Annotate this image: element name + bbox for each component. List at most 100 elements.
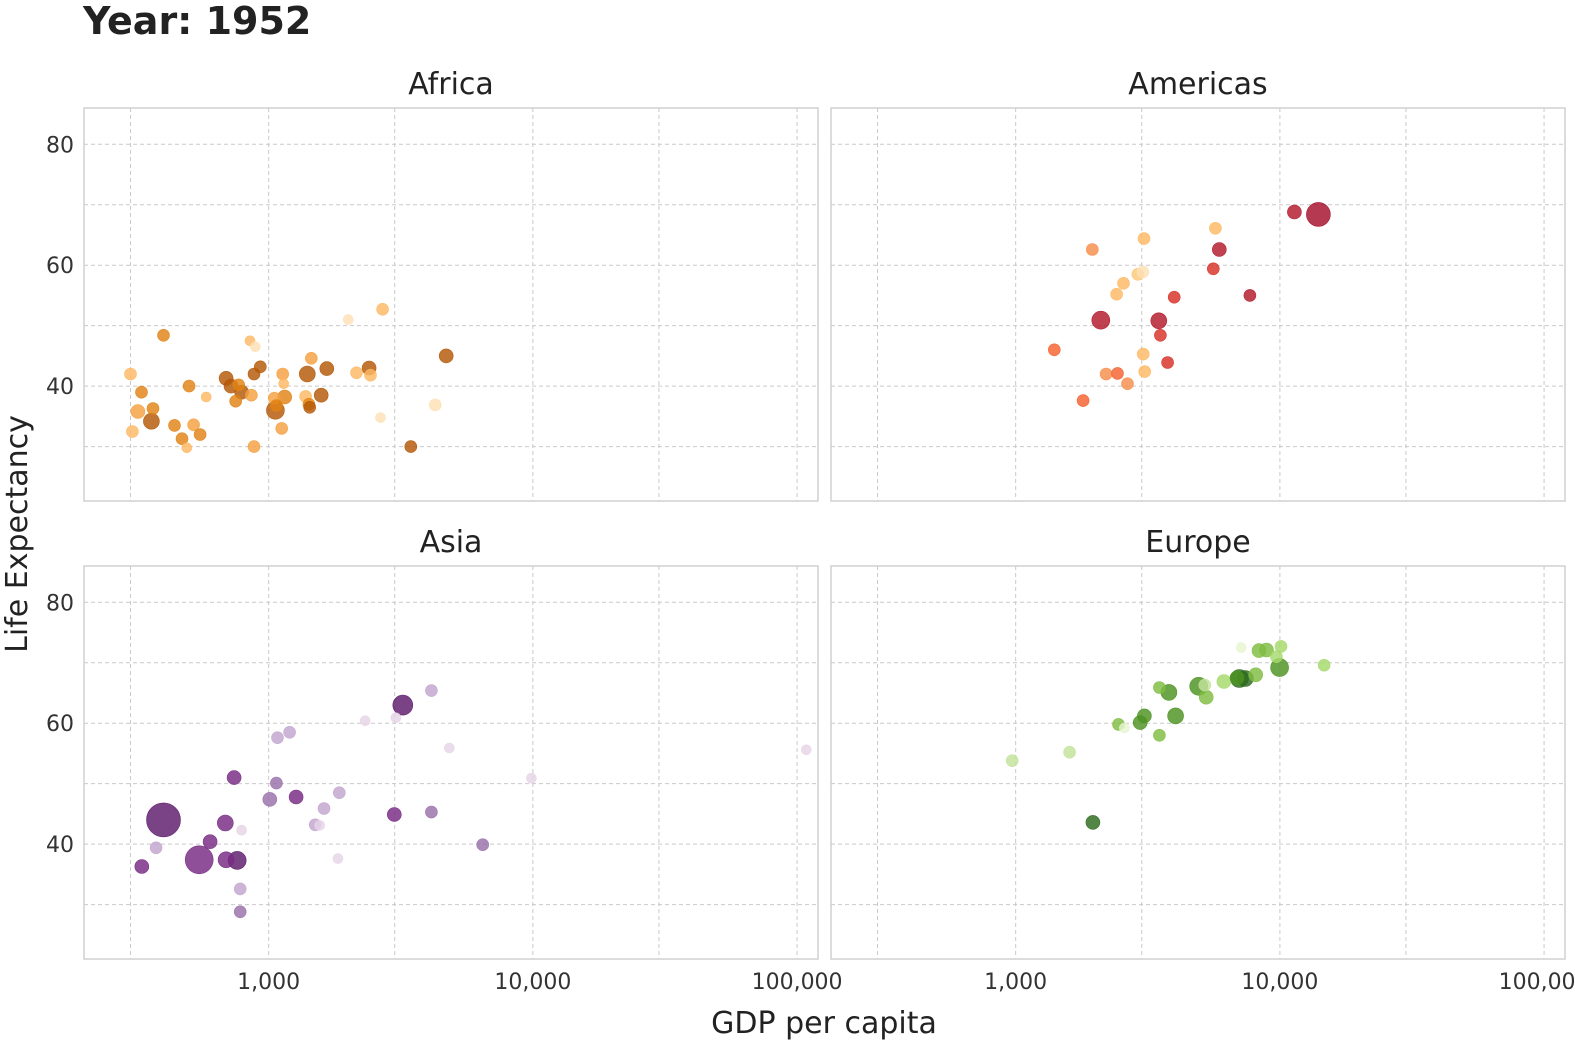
data-point <box>233 882 247 896</box>
panel-title-africa: Africa <box>408 67 494 102</box>
data-point <box>1167 707 1184 725</box>
data-point <box>314 820 326 831</box>
chart-title: Year: 1952 <box>82 0 311 43</box>
data-point <box>157 328 170 342</box>
data-point <box>444 742 455 754</box>
panel-asia: Asia 40 60 80 1,000 10,000 100,000 <box>46 525 843 995</box>
data-point <box>146 802 181 838</box>
data-point <box>193 428 207 441</box>
data-point <box>304 351 318 365</box>
data-point <box>319 361 335 376</box>
y-tick-label: 80 <box>46 133 74 158</box>
data-point <box>313 387 329 403</box>
data-point <box>1317 658 1331 672</box>
data-point <box>800 744 812 756</box>
x-tick-label: 100,000 <box>752 970 843 995</box>
data-point <box>1048 343 1061 357</box>
data-point <box>1161 356 1174 369</box>
data-point <box>270 776 283 790</box>
data-point <box>359 715 371 727</box>
data-point <box>298 365 316 383</box>
data-point <box>236 824 247 836</box>
data-point <box>376 302 389 316</box>
points-africa <box>124 302 454 454</box>
y-axis-title: Life Expectancy <box>0 415 35 653</box>
y-tick-label: 80 <box>46 591 74 616</box>
x-tick-label: 1,000 <box>984 970 1047 995</box>
panel-title-asia: Asia <box>420 525 483 560</box>
data-point <box>271 731 284 745</box>
y-tick-label: 60 <box>46 254 74 279</box>
data-point <box>332 853 344 864</box>
panels-layer: Africa 40 60 80 Americas Asia 40 60 80 1,000 10,00… <box>46 67 1575 995</box>
data-point <box>1229 670 1245 686</box>
data-point <box>146 402 160 415</box>
data-point <box>526 772 537 784</box>
data-point <box>1216 674 1232 689</box>
data-point <box>1086 243 1099 256</box>
data-point <box>438 348 454 364</box>
y-tick-label: 60 <box>46 712 74 737</box>
gridlines-americas <box>831 108 1565 501</box>
data-point <box>390 712 402 724</box>
data-point <box>270 399 283 412</box>
data-point <box>149 841 163 855</box>
gridlines-asia <box>84 566 818 959</box>
data-point <box>126 425 139 438</box>
data-point <box>1117 276 1130 290</box>
data-point <box>135 385 148 399</box>
data-point <box>233 905 247 919</box>
data-point <box>392 694 414 716</box>
points-americas <box>1048 202 1331 407</box>
data-point <box>1212 242 1227 257</box>
data-point <box>247 440 261 453</box>
data-point <box>425 805 438 819</box>
data-point <box>303 400 317 414</box>
data-point <box>1150 312 1168 330</box>
data-point <box>1091 310 1111 330</box>
panel-title-americas: Americas <box>1128 67 1267 102</box>
data-point <box>1153 728 1166 742</box>
data-point <box>134 859 150 874</box>
data-point <box>1207 262 1220 276</box>
x-tick-label: 10,000 <box>494 970 571 995</box>
data-point <box>1138 365 1151 378</box>
data-point <box>332 786 346 800</box>
data-point <box>1110 287 1123 301</box>
data-point <box>1306 202 1331 227</box>
data-point <box>283 725 296 739</box>
data-point <box>1085 815 1101 830</box>
data-point <box>1274 640 1288 653</box>
points-asia <box>134 684 812 919</box>
data-point <box>1076 394 1090 407</box>
panel-border <box>830 565 1566 960</box>
data-point <box>1121 377 1134 391</box>
data-point <box>1154 328 1167 342</box>
data-point <box>404 440 418 453</box>
data-point <box>428 398 442 412</box>
data-point <box>217 851 235 869</box>
panel-border <box>830 107 1566 502</box>
data-point <box>1198 689 1214 705</box>
data-point <box>350 366 363 380</box>
data-point <box>1153 681 1166 694</box>
data-point <box>187 418 200 432</box>
data-point <box>1099 367 1113 381</box>
data-point <box>425 684 438 697</box>
points-europe <box>1005 640 1331 830</box>
data-point <box>278 378 290 390</box>
data-point <box>276 367 290 381</box>
data-point <box>1287 204 1302 220</box>
data-point <box>175 432 189 446</box>
panel-title-europe: Europe <box>1145 525 1251 560</box>
x-tick-label: 10,000 <box>1241 970 1318 995</box>
data-point <box>245 388 258 402</box>
data-point <box>124 367 137 381</box>
data-point <box>288 789 304 805</box>
data-point <box>1137 708 1152 724</box>
data-point <box>182 379 196 393</box>
data-point <box>202 834 218 850</box>
gridlines-africa <box>84 108 818 501</box>
data-point <box>364 368 377 382</box>
